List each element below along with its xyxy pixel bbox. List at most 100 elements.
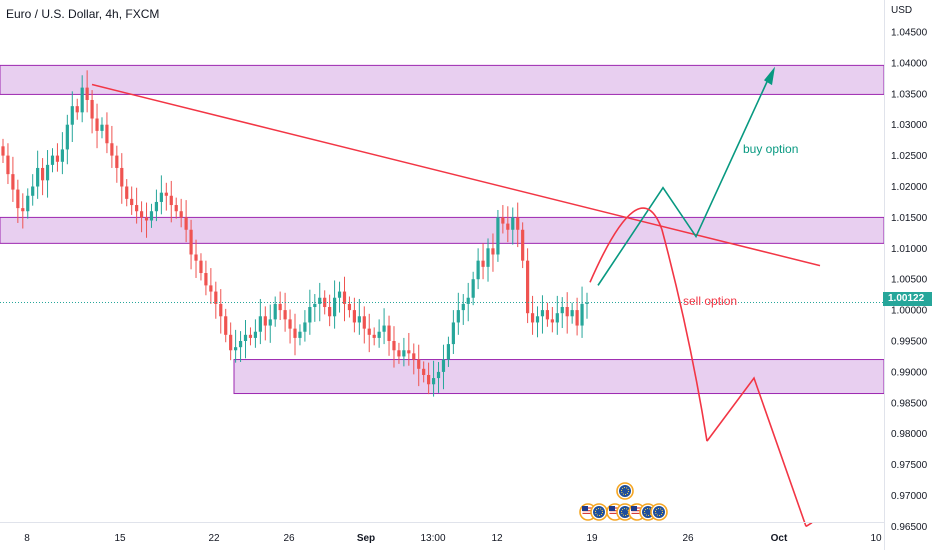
candle[interactable] <box>224 316 228 335</box>
candle[interactable] <box>50 155 55 165</box>
candle[interactable] <box>580 303 584 326</box>
candle[interactable] <box>496 217 500 255</box>
eu-flag-icon[interactable] <box>616 482 634 500</box>
candle[interactable] <box>229 334 233 351</box>
candle[interactable] <box>342 291 347 304</box>
candle[interactable] <box>328 307 332 317</box>
candle[interactable] <box>417 359 421 369</box>
candle[interactable] <box>164 192 168 196</box>
candle[interactable] <box>456 310 460 323</box>
candle[interactable] <box>481 260 485 267</box>
candle[interactable] <box>120 167 124 187</box>
candle[interactable] <box>308 307 312 323</box>
candle[interactable] <box>278 303 282 311</box>
candle[interactable] <box>313 303 317 308</box>
candle[interactable] <box>16 189 20 209</box>
candle[interactable] <box>184 217 188 230</box>
candle[interactable] <box>545 310 550 320</box>
candle[interactable] <box>105 124 109 144</box>
candle[interactable] <box>318 297 322 304</box>
candle[interactable] <box>144 217 149 221</box>
candle[interactable] <box>402 350 406 357</box>
candle[interactable] <box>372 334 376 338</box>
candle[interactable] <box>90 99 94 119</box>
candle[interactable] <box>40 167 45 181</box>
candle[interactable] <box>154 201 159 212</box>
candle[interactable] <box>283 310 287 320</box>
candle[interactable] <box>585 302 589 304</box>
candle[interactable] <box>31 186 35 196</box>
candle[interactable] <box>506 223 510 230</box>
candle[interactable] <box>95 118 99 131</box>
candle[interactable] <box>238 341 243 348</box>
candle[interactable] <box>85 87 89 100</box>
candle[interactable] <box>70 106 74 125</box>
candle[interactable] <box>1 146 5 156</box>
candle[interactable] <box>268 319 272 326</box>
candle[interactable] <box>258 316 262 332</box>
candle[interactable] <box>486 248 490 267</box>
candle[interactable] <box>110 143 114 156</box>
candle[interactable] <box>179 211 183 218</box>
candle[interactable] <box>466 297 470 304</box>
candle[interactable] <box>412 353 416 360</box>
candle[interactable] <box>139 211 144 218</box>
candle[interactable] <box>427 374 431 385</box>
candle[interactable] <box>253 331 258 338</box>
candle[interactable] <box>387 325 391 341</box>
candle[interactable] <box>332 297 337 317</box>
candle[interactable] <box>565 307 569 317</box>
candle[interactable] <box>526 260 530 314</box>
candle[interactable] <box>248 334 253 338</box>
candle[interactable] <box>501 217 505 224</box>
candle[interactable] <box>135 205 139 212</box>
candle[interactable] <box>26 195 30 212</box>
candle[interactable] <box>441 359 446 372</box>
candle[interactable] <box>367 328 371 335</box>
candle[interactable] <box>60 149 64 162</box>
candle[interactable] <box>347 303 352 311</box>
candle[interactable] <box>511 217 515 230</box>
candle[interactable] <box>382 325 386 332</box>
buy-path[interactable] <box>597 74 771 286</box>
candle[interactable] <box>21 208 25 212</box>
candle[interactable] <box>100 124 104 131</box>
eu-flag-icon[interactable] <box>650 503 668 521</box>
candle[interactable] <box>45 164 50 181</box>
candle[interactable] <box>214 291 218 304</box>
candle[interactable] <box>407 350 411 354</box>
candle[interactable] <box>130 198 134 206</box>
candle[interactable] <box>535 316 540 323</box>
candle[interactable] <box>446 344 451 360</box>
candle[interactable] <box>491 248 495 255</box>
candle[interactable] <box>303 322 307 332</box>
candle[interactable] <box>243 334 248 341</box>
candle[interactable] <box>516 217 520 230</box>
candle[interactable] <box>550 319 554 323</box>
candle[interactable] <box>115 155 119 168</box>
candle[interactable] <box>422 368 426 375</box>
sr-zone[interactable] <box>233 359 885 395</box>
candle[interactable] <box>298 331 302 338</box>
candle[interactable] <box>189 229 193 255</box>
candle[interactable] <box>288 319 292 329</box>
candle[interactable] <box>273 303 277 320</box>
candle[interactable] <box>521 229 525 261</box>
candle[interactable] <box>169 195 173 206</box>
candle[interactable] <box>436 371 441 379</box>
candle[interactable] <box>36 167 40 187</box>
candle[interactable] <box>199 260 203 274</box>
eu-flag-icon[interactable] <box>616 503 634 521</box>
candle[interactable] <box>575 310 579 326</box>
sell-path-zigzag[interactable] <box>706 376 807 527</box>
candle[interactable] <box>174 205 178 212</box>
candle[interactable] <box>540 310 545 317</box>
candle[interactable] <box>555 313 559 323</box>
candle[interactable] <box>65 124 69 150</box>
candle[interactable] <box>293 328 297 338</box>
candle[interactable] <box>570 310 574 317</box>
trendline[interactable] <box>91 83 821 267</box>
candle[interactable] <box>357 316 361 323</box>
candle[interactable] <box>530 313 535 323</box>
candle[interactable] <box>149 211 154 221</box>
